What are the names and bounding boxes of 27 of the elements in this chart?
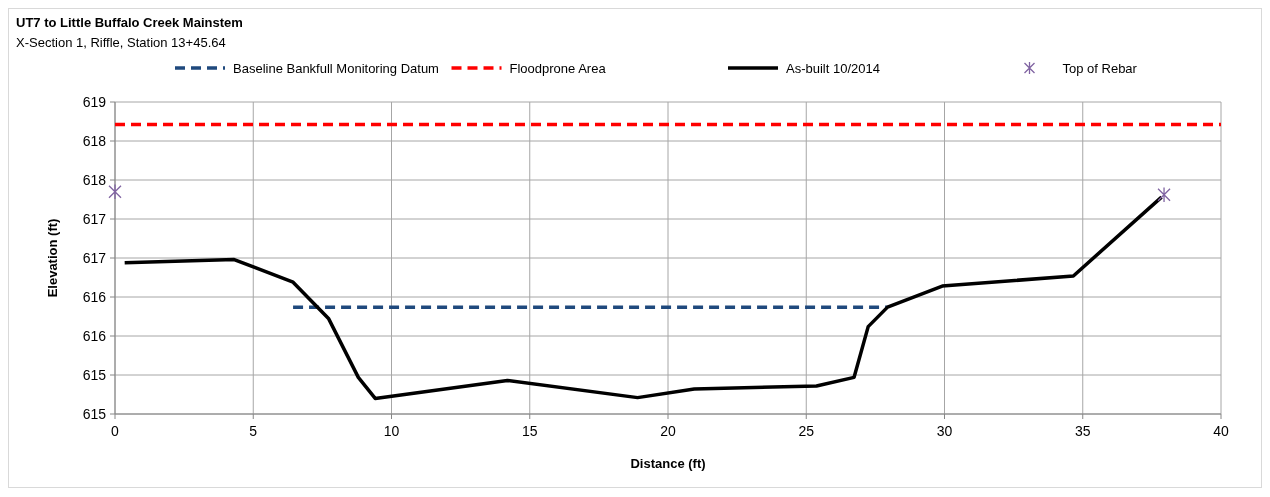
y-tick-label: 617 <box>82 210 107 227</box>
x-tick-label: 25 <box>798 423 815 439</box>
y-tick-label: 618 <box>82 171 107 188</box>
x-tick-label: 0 <box>111 423 120 439</box>
legend-label: Top of Rebar <box>1062 60 1138 76</box>
y-axis-title: Elevation (ft) <box>45 218 60 298</box>
y-tick-label: 616 <box>82 327 107 344</box>
x-tick-label: 30 <box>936 423 953 439</box>
chart-subtitle: X-Section 1, Riffle, Station 13+45.64 <box>16 35 226 50</box>
y-tick-label: 615 <box>82 366 107 383</box>
x-axis-title: Distance (ft) <box>630 456 706 471</box>
legend-label: Floodprone Area <box>509 60 607 76</box>
x-tick-label: 20 <box>660 423 676 439</box>
line-series <box>122 195 1164 401</box>
y-tick-label: 616 <box>82 288 107 305</box>
x-tick-label: 40 <box>1213 423 1229 439</box>
legend-label: Baseline Bankfull Monitoring Datum <box>233 60 439 76</box>
y-tick-label: 617 <box>82 249 107 266</box>
legend-label: As-built 10/2014 <box>786 60 880 76</box>
chart-title: UT7 to Little Buffalo Creek Mainstem <box>16 15 243 30</box>
y-tick-label: 615 <box>82 405 107 422</box>
y-tick-label: 619 <box>82 93 107 110</box>
x-tick-label: 5 <box>249 423 258 439</box>
y-tick-label: 618 <box>82 132 107 149</box>
x-tick-label: 35 <box>1074 423 1091 439</box>
x-tick-label: 15 <box>521 423 538 439</box>
x-tick-label: 10 <box>383 423 400 439</box>
